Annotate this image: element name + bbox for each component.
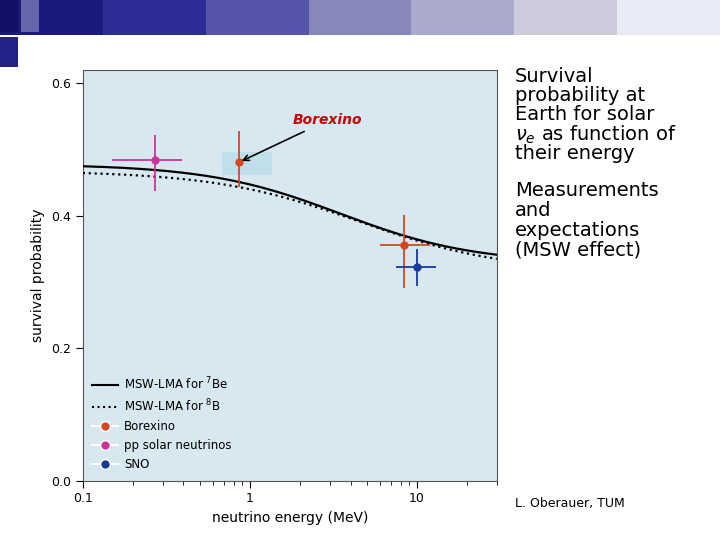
Legend: MSW-LMA for $^7$Be, MSW-LMA for $^8$B, Borexino, pp solar neutrinos, SNO: MSW-LMA for $^7$Be, MSW-LMA for $^8$B, B… (89, 372, 235, 475)
Text: Earth for solar: Earth for solar (515, 105, 654, 124)
Text: (MSW effect): (MSW effect) (515, 241, 641, 260)
Y-axis label: survival probability: survival probability (32, 208, 45, 342)
Text: probability at: probability at (515, 86, 645, 105)
X-axis label: neutrino energy (MeV): neutrino energy (MeV) (212, 511, 368, 525)
Text: Survival: Survival (515, 68, 593, 86)
Bar (206, 0, 309, 35)
Bar (514, 0, 617, 35)
Bar (617, 0, 720, 35)
Text: $\nu_e$ as function of: $\nu_e$ as function of (515, 124, 676, 146)
Bar (411, 0, 514, 35)
Bar (309, 0, 411, 35)
Bar (222, 152, 271, 175)
Text: their energy: their energy (515, 144, 634, 163)
Text: and: and (515, 201, 552, 220)
Text: Borexino: Borexino (243, 113, 362, 160)
Bar (21, 0, 39, 31)
Text: L. Oberauer, TUM: L. Oberauer, TUM (515, 497, 624, 510)
Bar (103, 0, 206, 35)
Bar (0, 0, 103, 35)
Bar (0, 0, 18, 31)
Text: Measurements: Measurements (515, 181, 658, 200)
Bar (0, 37, 18, 66)
Text: expectations: expectations (515, 221, 640, 240)
